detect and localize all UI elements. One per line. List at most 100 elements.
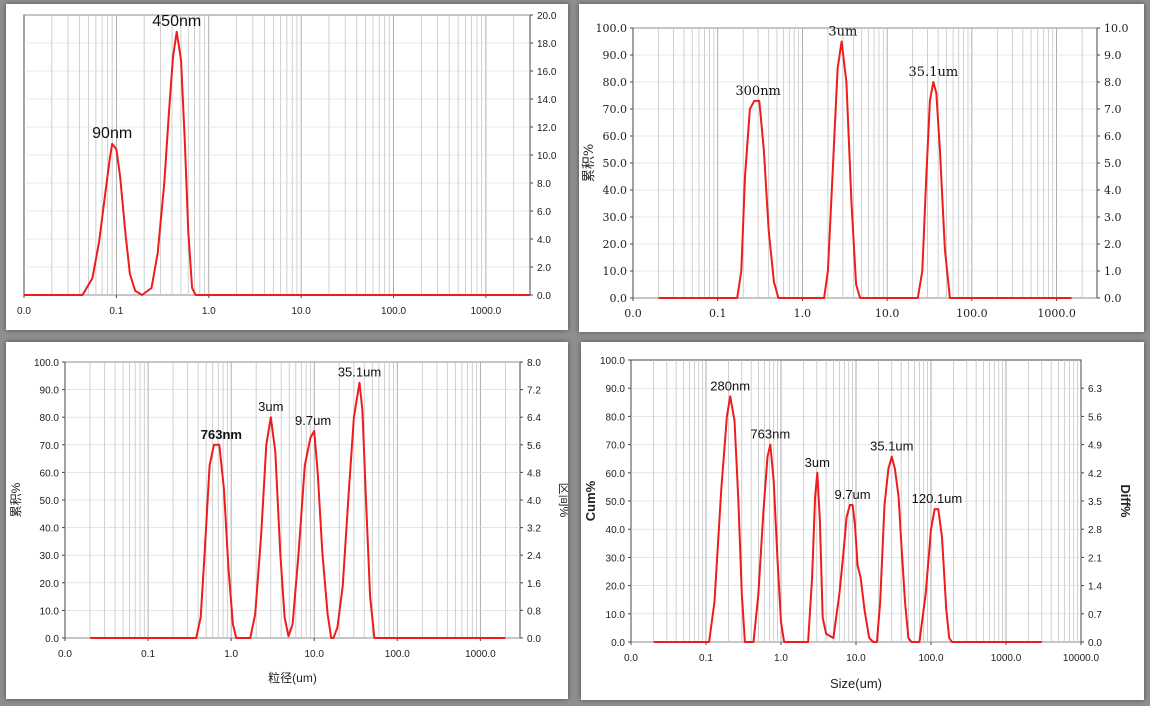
y-axis-right: 0.0 0.7 1.4 2.1 2.8 3.5 4.2 4.9 5.6 6.3 [1081, 384, 1102, 649]
y-tick-label-left: 80.0 [603, 76, 628, 89]
y-tick-label-left: 60.0 [603, 130, 628, 143]
y-tick-label-left: 10.0 [606, 610, 626, 621]
y-axis-title-right: Diff% [1118, 484, 1133, 518]
x-tick-label: 0.0 [624, 653, 638, 664]
y-tick-label-right: 8.0 [1104, 76, 1122, 89]
peak-annotation: 280nm [710, 378, 750, 393]
y-tick-label-right: 7.2 [527, 386, 541, 397]
series-line [653, 395, 1042, 643]
x-axis-title: 粒径(um) [268, 670, 317, 685]
x-tick-label: 1000.0 [991, 653, 1022, 664]
peak-annotation: 3um [805, 455, 830, 470]
y-tick-label-right: 0.8 [527, 606, 541, 617]
y-tick-label-right: 2.8 [1088, 525, 1102, 536]
x-tick-label: 0.0 [624, 307, 642, 320]
y-tick-label-right: 16.0 [537, 67, 557, 78]
chart-panel-3: 0.0 0.1 1.0 10.0 100.0 1000.0 0.0 10.0 20.0 30.0 4… [6, 342, 568, 699]
x-tick-label: 10.0 [291, 306, 311, 317]
y-tick-label-right: 10.0 [537, 151, 557, 162]
x-tick-label: 1.0 [794, 307, 812, 320]
x-tick-label: 10.0 [846, 653, 866, 664]
y-tick-label-right: 1.6 [527, 579, 541, 590]
peak-annotation: 120.1um [912, 491, 963, 506]
y-tick-label-right: 4.8 [527, 468, 541, 479]
y-tick-label-right: 0.0 [1088, 638, 1102, 649]
y-tick-label-left: 0.0 [610, 292, 628, 305]
x-tick-label: 100.0 [385, 649, 410, 660]
y-tick-label-right: 7.0 [1104, 103, 1122, 116]
y-tick-label-right: 3.0 [1104, 211, 1122, 224]
x-tick-label: 0.0 [58, 649, 72, 660]
x-tick-label: 100.0 [956, 307, 988, 320]
y-tick-label-left: 30.0 [40, 551, 60, 562]
x-tick-label: 0.1 [709, 307, 727, 320]
peak-annotation: 90nm [92, 125, 132, 142]
x-tick-label: 10.0 [875, 307, 900, 320]
y-tick-label-left: 10.0 [603, 265, 628, 278]
y-tick-label-left: 0.0 [45, 634, 59, 645]
y-tick-label-left: 100.0 [34, 358, 59, 369]
y-tick-label-right: 14.0 [537, 95, 557, 106]
x-tick-label: 100.0 [381, 306, 406, 317]
x-tick-label: 1.0 [774, 653, 788, 664]
y-tick-label-right: 5.6 [1088, 412, 1102, 423]
y-tick-label-right: 2.4 [527, 551, 541, 562]
x-tick-label: 0.1 [141, 649, 155, 660]
y-tick-label-right: 0.0 [1104, 292, 1122, 305]
y-axis-left: 0.0 10.0 20.0 30.0 40.0 50.0 60.0 70.0 80.0 90.0 1… [34, 358, 65, 645]
y-tick-label-right: 12.0 [537, 123, 557, 134]
x-tick-label: 0.1 [699, 653, 713, 664]
y-tick-label-left: 90.0 [603, 49, 628, 62]
y-tick-label-right: 4.0 [527, 496, 541, 507]
y-tick-label-left: 20.0 [40, 579, 60, 590]
y-tick-label-left: 60.0 [40, 468, 60, 479]
x-tick-label: 1000.0 [471, 306, 502, 317]
peak-annotation: 3um [828, 25, 857, 40]
y-tick-label-right: 8.0 [527, 358, 541, 369]
x-tick-label: 0.0 [17, 306, 31, 317]
y-tick-label-right: 4.9 [1088, 441, 1102, 452]
peak-annotation: 9.7um [295, 413, 331, 428]
y-tick-label-right: 6.3 [1088, 384, 1102, 395]
y-tick-label-left: 80.0 [606, 412, 626, 423]
x-tick-label: 0.1 [109, 306, 123, 317]
y-tick-label-right: 5.0 [1104, 157, 1122, 170]
x-tick-label: 100.0 [918, 653, 943, 664]
y-tick-label-left: 30.0 [606, 553, 626, 564]
y-tick-label-left: 50.0 [603, 157, 628, 170]
chart-2: 0.0 0.1 1.0 10.0 100.0 1000.0 0.0 10.0 20.0 30.0 4… [582, 22, 1129, 320]
chart-panel-1: 0.0 0.1 1.0 10.0 100.0 1000.0 0.0 2.0 4.0 6.0 8.0 1… [6, 4, 568, 330]
y-axis-left: 0.0 10.0 20.0 30.0 40.0 50.0 60.0 70.0 80.0 90.0 1… [596, 22, 633, 305]
x-tick-label: 1000.0 [1037, 307, 1076, 320]
y-tick-label-left: 100.0 [600, 356, 625, 367]
x-tick-label: 1000.0 [465, 649, 496, 660]
y-tick-label-left: 20.0 [603, 238, 628, 251]
y-axis-right: 0.0 0.8 1.6 2.4 3.2 4.0 4.8 5.6 6.4 7.2 8.0 [520, 358, 541, 645]
y-tick-label-left: 70.0 [606, 441, 626, 452]
y-tick-label-left: 70.0 [40, 441, 60, 452]
chart-panel-2: 0.0 0.1 1.0 10.0 100.0 1000.0 0.0 10.0 20.0 30.0 4… [579, 4, 1144, 332]
peak-annotation: 763nm [201, 427, 242, 442]
y-tick-label-right: 18.0 [537, 39, 557, 50]
peak-annotation: 763nm [750, 427, 790, 442]
x-axis: 0.0 0.1 1.0 10.0 100.0 1000.0 [17, 295, 502, 317]
y-tick-label-left: 50.0 [606, 497, 626, 508]
grid-lines [633, 27, 1097, 299]
y-tick-label-right: 2.0 [537, 263, 551, 274]
series-line [90, 381, 506, 639]
x-tick-label: 10.0 [304, 649, 324, 660]
chart-panel-4: 0.0 0.1 1.0 10.0 100.0 1000.0 10000.0 0.0 10.0 20… [581, 342, 1144, 700]
y-tick-label-right: 0.7 [1088, 610, 1102, 621]
series-line [24, 30, 530, 296]
y-axis-left: 0.0 10.0 20.0 30.0 40.0 50.0 60.0 70.0 80.0 90.0 1… [600, 356, 631, 649]
x-axis: 0.0 0.1 1.0 10.0 100.0 1000.0 [58, 638, 496, 660]
series-line [658, 40, 1072, 299]
y-tick-label-right: 6.0 [537, 207, 551, 218]
x-axis-title: Size(um) [830, 676, 882, 691]
peak-annotation: 300nm [735, 84, 781, 99]
peak-annotation: 35.1um [870, 439, 913, 454]
y-tick-label-left: 70.0 [603, 103, 628, 116]
y-tick-label-right: 4.0 [1104, 184, 1122, 197]
y-tick-label-right: 6.4 [527, 413, 541, 424]
y-tick-label-left: 40.0 [603, 184, 628, 197]
